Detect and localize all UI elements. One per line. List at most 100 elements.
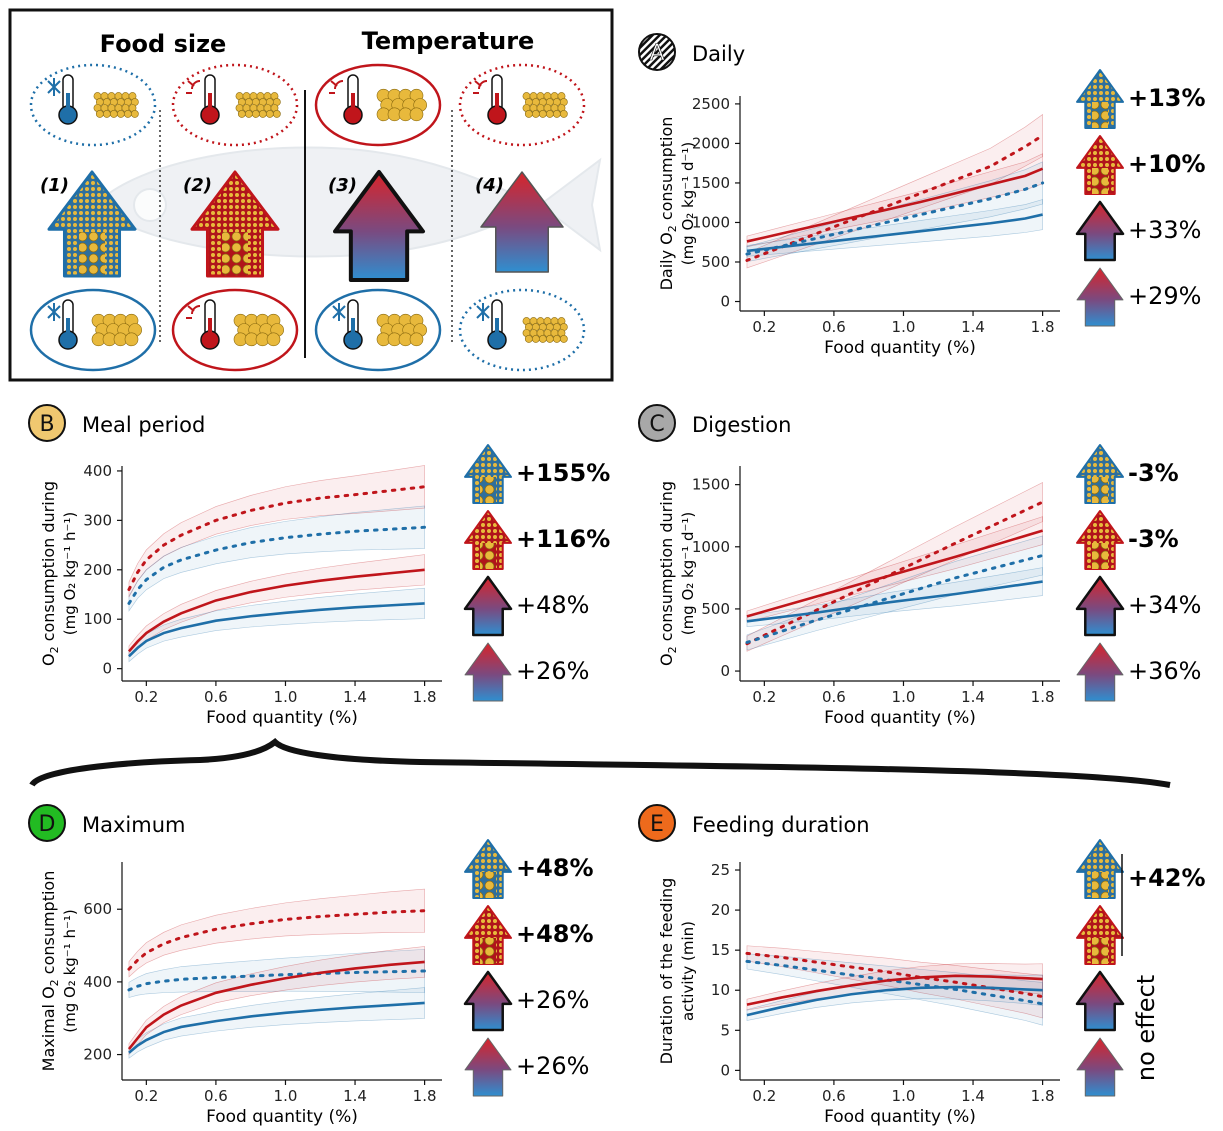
arrow-temperature-small bbox=[480, 171, 564, 273]
x-tick-label: 0.6 bbox=[822, 318, 846, 336]
y-tick-label: 2500 bbox=[692, 95, 730, 113]
x-tick-label: 1.0 bbox=[892, 318, 916, 336]
y-label-sub: 2 bbox=[48, 646, 61, 653]
x-tick-label: 1.8 bbox=[1031, 688, 1055, 706]
y-label-sub: 2 bbox=[666, 646, 679, 653]
x-tick-label: 0.2 bbox=[752, 688, 776, 706]
x-axis-label: Food quantity (%) bbox=[824, 1107, 976, 1127]
x-axis-label: Food quantity (%) bbox=[206, 1107, 358, 1127]
effect-label: +26% bbox=[516, 657, 589, 685]
panel-B: B Meal period 0.2 0.6 1.0 1.4 1.8 0 100 200 300 400… bbox=[28, 404, 610, 728]
curly-brace bbox=[29, 737, 1171, 788]
y-tick-label: 10 bbox=[711, 981, 730, 999]
ci-band-cold_small bbox=[128, 949, 425, 998]
x-tick-label: 0.6 bbox=[204, 688, 228, 706]
panel-E: E Feeding duration 0.2 0.6 1.0 1.4 1.8 0 5 10 15 20… bbox=[638, 804, 1206, 1127]
y-tick-label: 500 bbox=[701, 253, 730, 271]
y-axis-label-line2: activity (min) bbox=[679, 921, 697, 1021]
y-tick-label: 400 bbox=[83, 973, 112, 991]
panel-title: Digestion bbox=[692, 413, 791, 437]
y-label-suffix: consumption during bbox=[657, 481, 676, 646]
y-label-main: O bbox=[39, 653, 58, 666]
effect-arrow-cold bbox=[464, 444, 512, 504]
effect-label: +48% bbox=[516, 920, 594, 948]
effect-arrow-cold bbox=[1076, 444, 1124, 504]
schematic-panel: Food size Temperature (1) (2) (3) (4) bbox=[8, 8, 614, 382]
x-tick-label: 1.0 bbox=[274, 688, 298, 706]
y-axis-label-line2: (mg O₂ kg⁻¹ d⁻¹) bbox=[679, 512, 697, 636]
series-line-cold_small bbox=[745, 181, 1045, 256]
y-tick-label: 5 bbox=[720, 1021, 730, 1039]
y-label-suffix: consumption bbox=[39, 871, 58, 980]
effect-label: +155% bbox=[516, 459, 610, 487]
y-axis-label-line1: O2 consumption during bbox=[39, 481, 61, 666]
series-line-cold_large bbox=[128, 1001, 425, 1054]
panel-title: Daily bbox=[692, 42, 745, 66]
panel-title: Feeding duration bbox=[692, 813, 870, 837]
ci-band-cold_large bbox=[128, 587, 425, 663]
effects-E: +42% no effect bbox=[1075, 839, 1206, 1097]
x-axis-label: Food quantity (%) bbox=[824, 708, 976, 728]
y-tick-label: 200 bbox=[83, 561, 112, 579]
panel-A: A Daily 0.2 0.6 1.0 1.4 1.8 0 500 1000 1500 2000 250… bbox=[638, 33, 1206, 358]
panel-badge: A bbox=[638, 33, 676, 71]
x-tick-label: 0.2 bbox=[752, 1087, 776, 1105]
y-tick-label: 1500 bbox=[692, 174, 730, 192]
x-tick-label: 1.8 bbox=[413, 688, 437, 706]
y-tick-label: 400 bbox=[83, 462, 112, 480]
panel-badge: B bbox=[28, 404, 66, 442]
series-line-cold_small bbox=[127, 525, 427, 605]
ci-band-warm_small bbox=[746, 113, 1043, 269]
y-label-suffix: consumption during bbox=[39, 481, 58, 646]
y-axis-label-line1: Daily O2 consumption bbox=[657, 117, 679, 291]
panel-title: Meal period bbox=[82, 413, 205, 437]
header-temperature: Temperature bbox=[362, 27, 535, 55]
effect-label: +48% bbox=[516, 854, 594, 882]
x-axis-label: Food quantity (%) bbox=[206, 708, 358, 728]
scenario-2 bbox=[171, 63, 299, 372]
y-label-main: Daily O bbox=[657, 232, 676, 290]
effect-arrow-warm bbox=[464, 510, 512, 570]
y-tick-label: 1000 bbox=[692, 213, 730, 231]
series-line-warm_large bbox=[127, 960, 425, 1050]
arrow-food-size-cold bbox=[47, 170, 137, 278]
panel-badge: C bbox=[638, 404, 676, 442]
effect-label: +116% bbox=[516, 525, 610, 553]
x-tick-label: 0.6 bbox=[204, 1087, 228, 1105]
y-tick-label: 1000 bbox=[692, 538, 730, 556]
y-tick-label: 500 bbox=[701, 600, 730, 618]
x-tick-label: 1.4 bbox=[961, 688, 985, 706]
effect-label: no effect bbox=[1132, 975, 1160, 1081]
effect-label: +48% bbox=[516, 591, 589, 619]
y-axis-label: O2 consumption during (mg O₂ kg⁻¹ d⁻¹) bbox=[657, 481, 697, 666]
effect-arrow-temp_large bbox=[1075, 575, 1125, 637]
y-label-main: O bbox=[657, 653, 676, 666]
y-tick-label: 2000 bbox=[692, 134, 730, 152]
y-tick-label: 100 bbox=[83, 610, 112, 628]
y-axis-label-line2: (mg O₂ kg⁻¹ h⁻¹) bbox=[61, 909, 79, 1033]
ci-band-warm_small bbox=[128, 465, 425, 598]
x-tick-label: 1.0 bbox=[274, 1087, 298, 1105]
x-tick-label: 0.2 bbox=[134, 1087, 158, 1105]
panel-badge-letter: C bbox=[649, 412, 664, 437]
y-tick-label: 1500 bbox=[692, 476, 730, 494]
y-axis-label: Maximal O2 consumption (mg O₂ kg⁻¹ h⁻¹) bbox=[39, 871, 79, 1072]
effect-label: +10% bbox=[1128, 150, 1206, 178]
x-tick-label: 1.0 bbox=[892, 1087, 916, 1105]
y-label-sub: 2 bbox=[48, 979, 61, 986]
panel-D: D Maximum 0.2 0.6 1.0 1.4 1.8 200 400 600 Food qua… bbox=[28, 804, 594, 1127]
panel-title: Maximum bbox=[82, 813, 185, 837]
x-tick-label: 1.4 bbox=[961, 1087, 985, 1105]
series-line-warm_large bbox=[746, 974, 1043, 1006]
effect-label: +13% bbox=[1128, 84, 1206, 112]
y-axis-label-line1: O2 consumption during bbox=[657, 481, 679, 666]
y-tick-label: 15 bbox=[711, 941, 730, 959]
effect-arrow-warm bbox=[1076, 510, 1124, 570]
schematic-icons bbox=[29, 63, 586, 372]
effect-arrow-temp_large bbox=[463, 970, 513, 1032]
scenario-label-3: (3) bbox=[328, 175, 357, 196]
y-tick-label: 200 bbox=[83, 1046, 112, 1064]
effects-A: +13% +10% +33% +29% bbox=[1075, 69, 1206, 327]
